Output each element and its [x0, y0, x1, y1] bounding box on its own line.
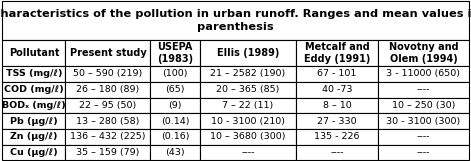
Text: 13 – 280 (58): 13 – 280 (58) — [76, 117, 139, 126]
Bar — [65, 66, 150, 82]
Bar — [296, 145, 378, 160]
Text: Pb (μg/ℓ): Pb (μg/ℓ) — [10, 117, 58, 126]
Text: Cu (μg/ℓ): Cu (μg/ℓ) — [10, 148, 58, 157]
Text: 10 – 3680 (300): 10 – 3680 (300) — [210, 132, 285, 141]
Bar — [2, 113, 65, 129]
Bar — [200, 145, 296, 160]
Bar — [65, 40, 150, 66]
Text: 10 – 250 (30): 10 – 250 (30) — [392, 101, 455, 110]
Bar — [65, 113, 150, 129]
Bar — [296, 98, 378, 113]
Text: 135 - 226: 135 - 226 — [314, 132, 360, 141]
Bar — [150, 113, 200, 129]
Bar — [296, 129, 378, 145]
Text: ----: ---- — [241, 148, 255, 157]
Bar — [200, 98, 296, 113]
Bar — [2, 98, 65, 113]
Bar — [378, 145, 469, 160]
Text: 27 - 330: 27 - 330 — [317, 117, 357, 126]
Bar — [2, 129, 65, 145]
Text: Novotny and
Olem (1994): Novotny and Olem (1994) — [389, 42, 458, 64]
Bar — [296, 113, 378, 129]
Text: (100): (100) — [162, 70, 188, 79]
Bar — [2, 145, 65, 160]
Text: 50 – 590 (219): 50 – 590 (219) — [73, 70, 143, 79]
Bar — [65, 145, 150, 160]
Text: (65): (65) — [165, 85, 185, 94]
Bar — [150, 98, 200, 113]
Text: (0.14): (0.14) — [161, 117, 189, 126]
Bar — [200, 40, 296, 66]
Text: ----: ---- — [330, 148, 344, 157]
Bar — [2, 1, 469, 40]
Text: TSS (mg/ℓ): TSS (mg/ℓ) — [6, 70, 62, 79]
Bar — [65, 129, 150, 145]
Bar — [378, 113, 469, 129]
Bar — [150, 40, 200, 66]
Bar — [65, 82, 150, 98]
Bar — [296, 40, 378, 66]
Bar — [2, 66, 65, 82]
Text: 8 – 10: 8 – 10 — [323, 101, 351, 110]
Text: Zn (μg/ℓ): Zn (μg/ℓ) — [10, 132, 57, 141]
Text: ----: ---- — [417, 148, 430, 157]
Bar — [200, 129, 296, 145]
Bar — [296, 82, 378, 98]
Text: COD (mg/ℓ): COD (mg/ℓ) — [4, 85, 64, 94]
Text: Pollutant: Pollutant — [8, 48, 59, 58]
Bar — [378, 129, 469, 145]
Text: 7 – 22 (11): 7 – 22 (11) — [222, 101, 274, 110]
Text: USEPA
(1983): USEPA (1983) — [157, 42, 193, 64]
Bar — [2, 82, 65, 98]
Text: 3 - 11000 (650): 3 - 11000 (650) — [386, 70, 460, 79]
Text: 21 – 2582 (190): 21 – 2582 (190) — [210, 70, 285, 79]
Text: 20 – 365 (85): 20 – 365 (85) — [216, 85, 279, 94]
Text: 35 – 159 (79): 35 – 159 (79) — [76, 148, 139, 157]
Text: 67 - 101: 67 - 101 — [317, 70, 357, 79]
Text: (0.16): (0.16) — [161, 132, 189, 141]
Bar — [378, 82, 469, 98]
Text: 40 -73: 40 -73 — [322, 85, 352, 94]
Bar — [378, 66, 469, 82]
Bar — [378, 98, 469, 113]
Bar — [150, 82, 200, 98]
Text: Ellis (1989): Ellis (1989) — [217, 48, 279, 58]
Bar — [200, 82, 296, 98]
Text: 136 – 432 (225): 136 – 432 (225) — [70, 132, 146, 141]
Bar — [200, 66, 296, 82]
Text: ----: ---- — [417, 132, 430, 141]
Text: Characteristics of the pollution in urban runoff. Ranges and mean values in
pare: Characteristics of the pollution in urba… — [0, 9, 471, 32]
Text: Metcalf and
Eddy (1991): Metcalf and Eddy (1991) — [304, 42, 370, 64]
Bar — [296, 66, 378, 82]
Bar — [65, 98, 150, 113]
Bar — [200, 113, 296, 129]
Text: 30 - 3100 (300): 30 - 3100 (300) — [386, 117, 461, 126]
Text: BODₓ (mg/ℓ): BODₓ (mg/ℓ) — [2, 101, 66, 110]
Text: 22 – 95 (50): 22 – 95 (50) — [79, 101, 137, 110]
Text: (9): (9) — [169, 101, 182, 110]
Text: Present study: Present study — [70, 48, 146, 58]
Text: (43): (43) — [165, 148, 185, 157]
Bar — [150, 145, 200, 160]
Bar — [150, 129, 200, 145]
Text: 26 – 180 (89): 26 – 180 (89) — [76, 85, 139, 94]
Bar — [378, 40, 469, 66]
Text: 10 - 3100 (210): 10 - 3100 (210) — [211, 117, 285, 126]
Bar — [150, 66, 200, 82]
Text: ----: ---- — [417, 85, 430, 94]
Bar — [2, 40, 65, 66]
